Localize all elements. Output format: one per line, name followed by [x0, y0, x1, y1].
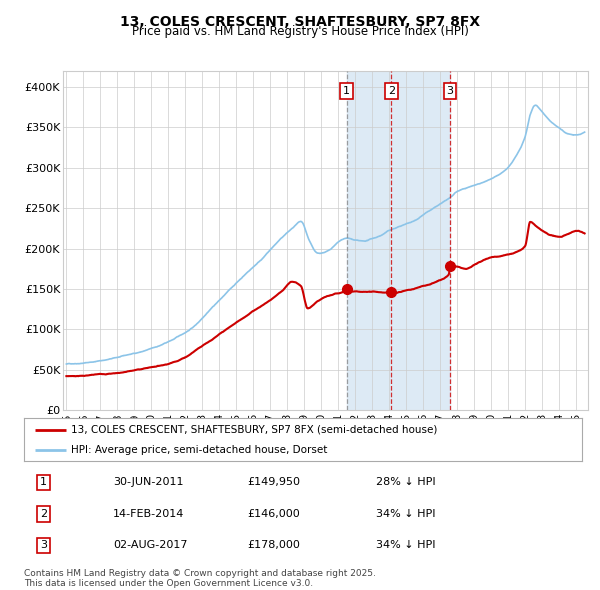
Text: 13, COLES CRESCENT, SHAFTESBURY, SP7 8FX: 13, COLES CRESCENT, SHAFTESBURY, SP7 8FX [120, 15, 480, 29]
Bar [347, 71, 450, 410]
Text: 3: 3 [40, 540, 47, 550]
Text: 3: 3 [446, 86, 454, 96]
Text: 02-AUG-2017: 02-AUG-2017 [113, 540, 188, 550]
Text: Contains HM Land Registry data © Crown copyright and database right 2025.
This d: Contains HM Land Registry data © Crown c… [24, 569, 376, 588]
Text: 2: 2 [388, 86, 395, 96]
Text: Price paid vs. HM Land Registry's House Price Index (HPI): Price paid vs. HM Land Registry's House … [131, 25, 469, 38]
Text: £146,000: £146,000 [247, 509, 300, 519]
Text: 1: 1 [40, 477, 47, 487]
Text: £178,000: £178,000 [247, 540, 300, 550]
Text: 34% ↓ HPI: 34% ↓ HPI [376, 540, 435, 550]
Text: 34% ↓ HPI: 34% ↓ HPI [376, 509, 435, 519]
Text: HPI: Average price, semi-detached house, Dorset: HPI: Average price, semi-detached house,… [71, 445, 328, 455]
Text: 2: 2 [40, 509, 47, 519]
Text: 28% ↓ HPI: 28% ↓ HPI [376, 477, 435, 487]
Text: 30-JUN-2011: 30-JUN-2011 [113, 477, 184, 487]
Text: 1: 1 [343, 86, 350, 96]
Text: 13, COLES CRESCENT, SHAFTESBURY, SP7 8FX (semi-detached house): 13, COLES CRESCENT, SHAFTESBURY, SP7 8FX… [71, 425, 438, 435]
Text: 14-FEB-2014: 14-FEB-2014 [113, 509, 185, 519]
Text: £149,950: £149,950 [247, 477, 300, 487]
